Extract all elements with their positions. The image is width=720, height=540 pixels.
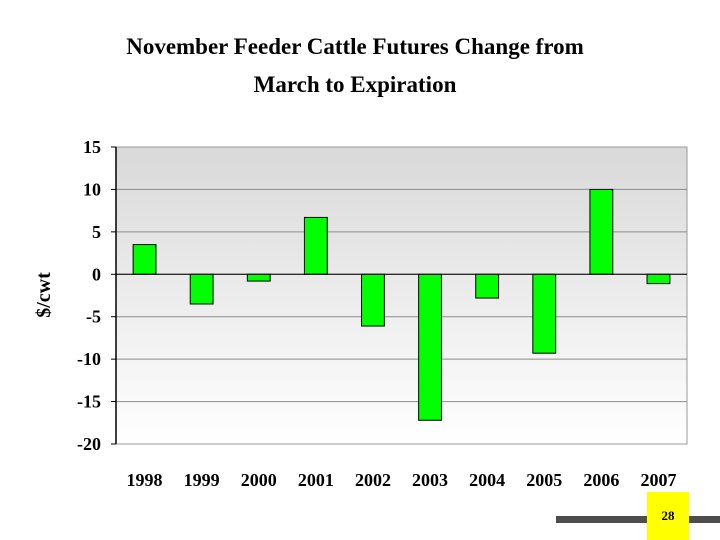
bar-2006 [589, 188, 614, 275]
y-tick-label: 15 [83, 137, 101, 157]
bar-1998 [132, 244, 157, 275]
y-tick-label: -15 [77, 392, 101, 412]
bar-2002 [361, 273, 385, 327]
y-tick-label: 5 [92, 222, 101, 242]
x-tick-label-2000: 2000 [241, 470, 277, 490]
x-tick-label-2007: 2007 [640, 470, 676, 490]
bar-2003 [418, 273, 442, 421]
bar-2004 [475, 273, 500, 299]
chart-title-line-2: March to Expiration [253, 72, 457, 97]
x-tick-label-2003: 2003 [412, 470, 448, 490]
x-tick-label-2006: 2006 [583, 470, 619, 490]
x-tick-label-1999: 1999 [184, 470, 220, 490]
x-tick-label-1998: 1998 [127, 470, 163, 490]
y-tick-label: -5 [86, 307, 101, 327]
footer-bar [556, 516, 720, 523]
page-number: 28 [647, 492, 689, 540]
bar-2000 [246, 273, 271, 282]
y-tick-label: -20 [77, 434, 101, 454]
y-axis-label: $/cwt [33, 272, 55, 318]
x-tick-label-2004: 2004 [469, 470, 505, 490]
x-tick-label-2002: 2002 [355, 470, 391, 490]
bar-2005 [532, 273, 557, 354]
bar-2007 [646, 273, 671, 285]
bar-1999 [189, 273, 214, 305]
y-tick-label: 0 [92, 264, 101, 284]
x-tick-label-2005: 2005 [526, 470, 562, 490]
y-tick-label: 10 [83, 179, 101, 199]
bar-2001 [303, 216, 328, 275]
x-tick-label-2001: 2001 [298, 470, 334, 490]
chart-title: November Feeder Cattle Futures Change fr… [0, 28, 710, 104]
chart-title-line-1: November Feeder Cattle Futures Change fr… [126, 34, 584, 59]
y-tick-label: -10 [77, 349, 101, 369]
